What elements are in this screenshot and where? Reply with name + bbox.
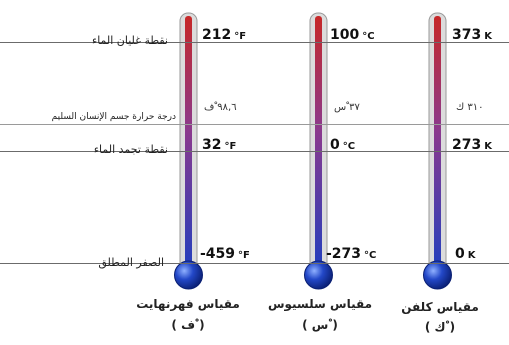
kelvin-symbol: ( ْك ) (424, 320, 456, 334)
boiling-line (0, 42, 509, 43)
fahrenheit-symbol: ( ْف ) (171, 318, 205, 332)
celsius-boiling: 100 °C (330, 27, 375, 43)
celsius-symbol: ( ْس ) (302, 318, 338, 332)
kelvin-boiling: 373 K (452, 27, 492, 43)
celsius-thermometer (304, 12, 333, 290)
kelvin-body: ٣١٠ ك (456, 102, 484, 113)
fahrenheit-body: ٩٨,٦ ْف (204, 102, 237, 113)
freezing-line (0, 151, 509, 152)
kelvin-scale-name: مقياس كلفن (401, 300, 479, 314)
kelvin-freezing: 273 K (452, 137, 492, 153)
fahrenheit-freezing: 32 °F (202, 137, 237, 153)
kelvin-thermometer (423, 12, 452, 290)
absolute-zero-label: الصفر المطلق (98, 256, 164, 269)
boiling-point-label: نقطة غليان الماء (92, 34, 168, 47)
celsius-zero: -273 °C (326, 246, 377, 262)
fahrenheit-thermometer (174, 12, 203, 290)
celsius-body: ٣٧ ْس (334, 102, 360, 113)
celsius-scale-name: مقياس سلسيوس (267, 297, 373, 311)
body-temp-line (0, 124, 509, 125)
celsius-freezing: 0 °C (330, 137, 356, 153)
body-temp-label: درجة حرارة جسم الإنسان السليم (51, 112, 176, 122)
freezing-point-label: نقطة تجمد الماء (93, 143, 168, 156)
fahrenheit-boiling: 212 °F (202, 27, 247, 43)
fahrenheit-zero: -459 °F (200, 246, 250, 262)
fahrenheit-scale-name: مقياس فهرنهايت (136, 297, 240, 311)
absolute-zero-line (0, 263, 509, 264)
